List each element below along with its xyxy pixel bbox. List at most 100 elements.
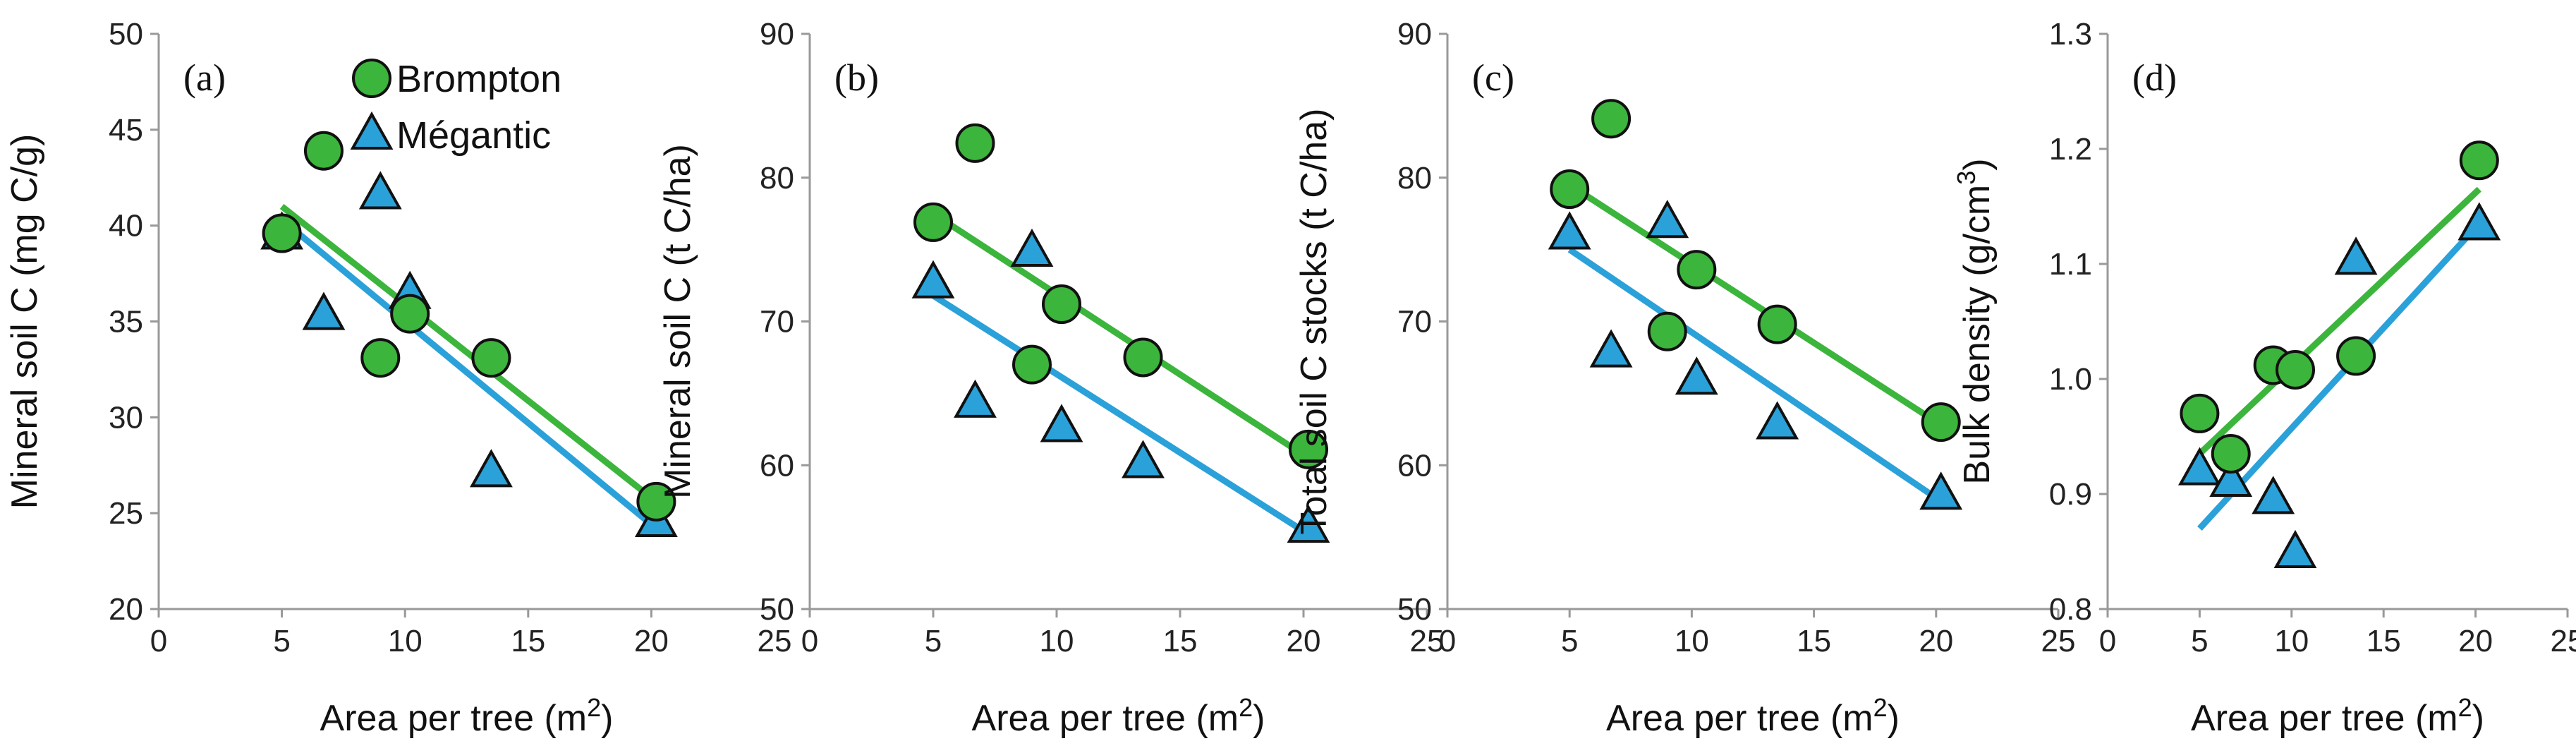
brompton-point	[1921, 402, 1961, 442]
y-tick-label: 60	[1397, 448, 1432, 483]
y-tick-label: 60	[760, 448, 794, 483]
megantic-fit-line	[279, 217, 659, 531]
brompton-point	[1550, 169, 1590, 210]
brompton-point	[1647, 311, 1687, 351]
y-tick-label: 90	[1397, 17, 1432, 52]
panel-label: (d)	[2132, 56, 2177, 99]
y-tick-label: 0.8	[2049, 592, 2092, 627]
y-tick-label: 45	[109, 113, 143, 147]
megantic-point	[2252, 476, 2295, 514]
megantic-point	[2334, 236, 2378, 275]
megantic-point	[1589, 329, 1633, 368]
y-tick-label: 25	[109, 496, 143, 531]
y-tick-label: 40	[109, 209, 143, 243]
brompton-point	[471, 338, 511, 378]
x-tick-label: 10	[1675, 624, 1709, 658]
brompton-point	[1757, 304, 1797, 344]
x-tick-label: 10	[2274, 624, 2309, 658]
megantic-point	[2457, 202, 2501, 241]
brompton-point	[1123, 337, 1163, 378]
x-tick-label: 25	[2041, 624, 2076, 658]
megantic-point	[1548, 211, 1591, 250]
x-axis-title: Area per tree (m2)	[320, 693, 614, 740]
x-tick-label: 0	[801, 624, 818, 658]
y-axis-title: Mineral soil C (mg C/g)	[4, 134, 45, 510]
x-axis-title: Area per tree (m2)	[2191, 693, 2484, 740]
brompton-point	[1677, 250, 1717, 290]
legend: Brompton Mégantic	[350, 58, 561, 157]
panel-label: (b)	[834, 56, 879, 99]
y-tick-label: 80	[1397, 161, 1432, 195]
x-tick-label: 20	[2458, 624, 2493, 658]
legend-megantic-label: Mégantic	[396, 114, 551, 157]
megantic-point	[2209, 458, 2253, 497]
x-tick-label: 25	[2551, 624, 2576, 658]
megantic-point	[302, 291, 346, 330]
x-tick-label: 20	[634, 624, 669, 658]
brompton-point	[636, 481, 676, 522]
brompton-point	[303, 131, 344, 171]
y-tick-label: 50	[109, 17, 143, 52]
x-tick-label: 15	[511, 624, 545, 658]
x-tick-label: 10	[1040, 624, 1074, 658]
x-tick-label: 0	[1439, 624, 1456, 658]
megantic-point	[1010, 228, 1054, 267]
x-axis-title: Area per tree (m2)	[972, 693, 1265, 740]
brompton-point	[1042, 284, 1081, 325]
x-tick-label: 0	[2099, 624, 2116, 658]
legend-brompton-label: Brompton	[396, 58, 561, 100]
panel-label: (c)	[1472, 56, 1514, 99]
y-tick-label: 1.3	[2049, 17, 2092, 52]
brompton-point	[390, 294, 430, 334]
brompton-point	[1591, 99, 1632, 139]
x-tick-label: 5	[273, 624, 290, 658]
x-tick-label: 5	[1561, 624, 1578, 658]
y-tick-label: 0.9	[2049, 477, 2092, 512]
brompton-point	[2336, 336, 2376, 376]
megantic-point	[1287, 505, 1330, 543]
y-tick-label: 1.2	[2049, 132, 2092, 167]
megantic-point	[2177, 447, 2221, 486]
y-tick-label: 50	[760, 592, 794, 627]
megantic-point	[1646, 200, 1689, 239]
x-tick-label: 15	[1797, 624, 1831, 658]
panel-label: (a)	[183, 56, 226, 99]
y-tick-label: 20	[109, 592, 143, 627]
megantic-point	[1919, 471, 1963, 510]
megantic-point	[470, 449, 513, 488]
x-tick-label: 15	[1163, 624, 1198, 658]
brompton-fit-line	[931, 210, 1311, 461]
megantic-fit-line	[2197, 221, 2482, 531]
brompton-point	[1012, 344, 1052, 385]
megantic-point	[2273, 529, 2317, 568]
brompton-fit-line	[1567, 182, 1943, 428]
x-tick-label: 25	[1410, 624, 1445, 658]
y-tick-label: 90	[760, 17, 794, 52]
brompton-point	[262, 213, 302, 253]
megantic-point	[954, 379, 997, 418]
megantic-point	[911, 260, 955, 299]
y-tick-label: 70	[760, 305, 794, 339]
y-tick-label: 1.1	[2049, 247, 2092, 282]
x-tick-label: 20	[1919, 624, 1953, 658]
x-axis-title: Area per tree (m2)	[1606, 693, 1900, 740]
y-tick-label: 1.0	[2049, 362, 2092, 397]
brompton-point	[1289, 429, 1328, 469]
brompton-point	[2180, 393, 2220, 433]
brompton-point	[360, 338, 401, 378]
y-axis-title: Mineral soil C (t C/ha)	[657, 144, 698, 499]
brompton-fit-line	[279, 203, 659, 505]
x-tick-label: 0	[150, 624, 167, 658]
megantic-fit-line	[1567, 246, 1943, 504]
x-tick-label: 5	[2191, 624, 2208, 658]
brompton-point	[2459, 140, 2499, 181]
x-tick-label: 5	[925, 624, 942, 658]
y-axis-title: Total soil C stocks (t C/ha)	[1294, 109, 1335, 535]
x-tick-label: 25	[758, 624, 792, 658]
megantic-point	[358, 171, 402, 210]
megantic-point	[1040, 404, 1083, 442]
